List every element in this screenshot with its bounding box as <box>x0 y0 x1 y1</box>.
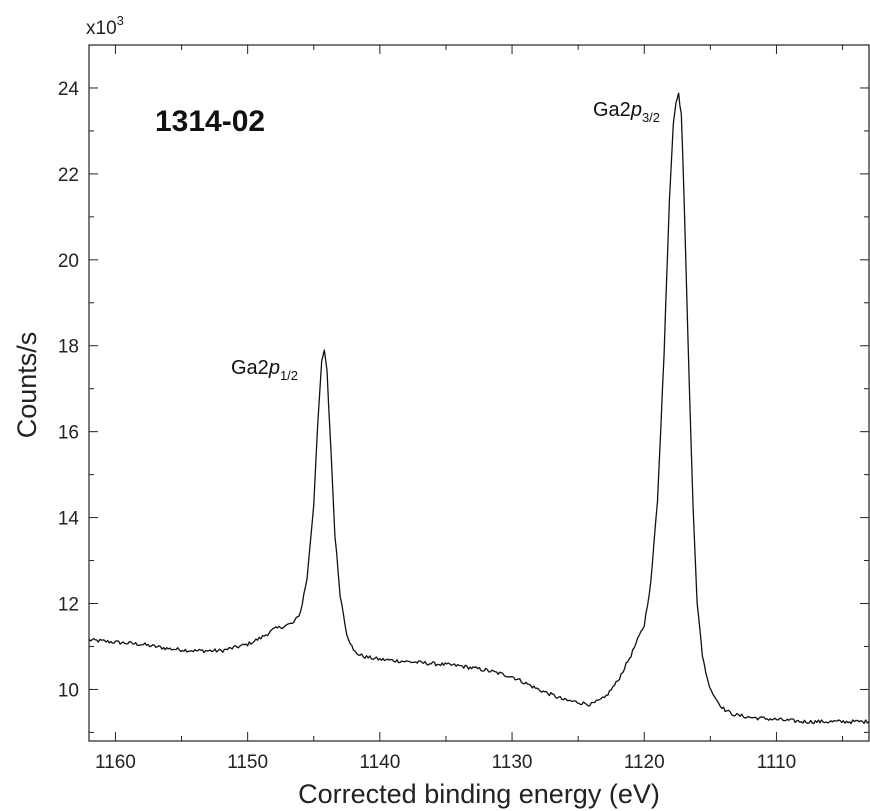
peak-label-ga2p12-element: Ga2 <box>231 357 269 379</box>
x-tick-label: 1110 <box>757 752 796 773</box>
sample-label: 1314-02 <box>155 105 265 138</box>
peak-label-ga2p12: Ga2p1/2 <box>231 357 298 383</box>
x-tick-label: 1150 <box>227 752 268 773</box>
y-multiplier-exponent: 3 <box>117 13 124 28</box>
y-multiplier: x103 <box>86 13 124 39</box>
peak-label-ga2p12-subscript: 1/2 <box>280 368 298 383</box>
y-axis: 10 12 14 16 18 20 22 24 <box>58 44 869 733</box>
y-tick-label: 24 <box>58 79 80 100</box>
axes-frame <box>88 44 870 742</box>
peak-label-ga2p32-element: Ga2 <box>593 99 631 121</box>
y-tick-label: 16 <box>58 423 79 444</box>
y-tick-label: 22 <box>58 165 79 186</box>
peak-label-ga2p32: Ga2p3/2 <box>593 99 660 125</box>
y-tick-label: 18 <box>58 337 79 358</box>
y-tick-label: 14 <box>58 509 80 530</box>
x-tick-label: 1140 <box>359 752 400 773</box>
peak-label-ga2p32-orbital: p <box>630 99 642 121</box>
spectrum-line <box>88 92 870 725</box>
peak-label-ga2p32-subscript: 3/2 <box>642 110 660 125</box>
y-tick-label: 20 <box>58 251 79 272</box>
y-tick-label: 12 <box>58 595 79 616</box>
y-axis-title: Counts/s <box>12 332 42 439</box>
y-tick-label: 10 <box>58 680 79 701</box>
y-multiplier-base: x10 <box>86 18 117 39</box>
x-tick-label: 1160 <box>95 752 136 773</box>
x-tick-label: 1120 <box>624 752 665 773</box>
plot-frame <box>88 44 870 742</box>
x-tick-label: 1130 <box>492 752 533 773</box>
x-axis-title: Corrected binding energy (eV) <box>298 779 660 809</box>
x-axis: 1160 1150 1140 1130 1120 1110 <box>95 45 844 773</box>
series-layer <box>88 92 870 725</box>
peak-label-ga2p12-orbital: p <box>268 357 280 379</box>
